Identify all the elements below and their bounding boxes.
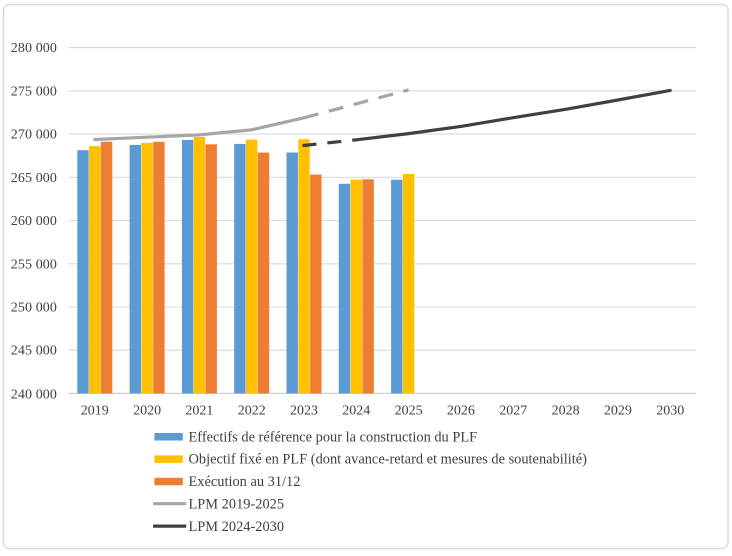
svg-text:2025: 2025 — [395, 403, 423, 418]
svg-text:240 000: 240 000 — [11, 388, 57, 403]
svg-text:260 000: 260 000 — [11, 214, 57, 229]
svg-text:LPM 2019-2025: LPM 2019-2025 — [189, 497, 285, 513]
svg-text:250 000: 250 000 — [11, 301, 57, 316]
svg-text:2026: 2026 — [447, 403, 475, 418]
svg-text:Exécution au 31/12: Exécution au 31/12 — [189, 474, 301, 490]
svg-text:2028: 2028 — [552, 403, 580, 418]
svg-text:Objectif fixé en PLF (dont ava: Objectif fixé en PLF (dont avance-retard… — [189, 452, 588, 468]
svg-text:2027: 2027 — [499, 403, 527, 418]
svg-text:265 000: 265 000 — [11, 171, 57, 186]
svg-text:2022: 2022 — [238, 403, 266, 418]
svg-text:245 000: 245 000 — [11, 344, 57, 359]
svg-text:2029: 2029 — [604, 403, 632, 418]
svg-text:2021: 2021 — [185, 403, 213, 418]
svg-text:275 000: 275 000 — [11, 84, 57, 99]
svg-text:280 000: 280 000 — [11, 41, 57, 56]
svg-text:2019: 2019 — [81, 403, 109, 418]
svg-text:2023: 2023 — [290, 403, 318, 418]
svg-text:Effectifs de référence pour la: Effectifs de référence pour la construct… — [189, 429, 478, 445]
svg-text:255 000: 255 000 — [11, 257, 57, 272]
svg-text:LPM 2024-2030: LPM 2024-2030 — [189, 519, 285, 535]
svg-text:2024: 2024 — [342, 403, 370, 418]
svg-text:2020: 2020 — [133, 403, 161, 418]
svg-text:270 000: 270 000 — [11, 128, 57, 143]
svg-text:2030: 2030 — [656, 403, 684, 418]
